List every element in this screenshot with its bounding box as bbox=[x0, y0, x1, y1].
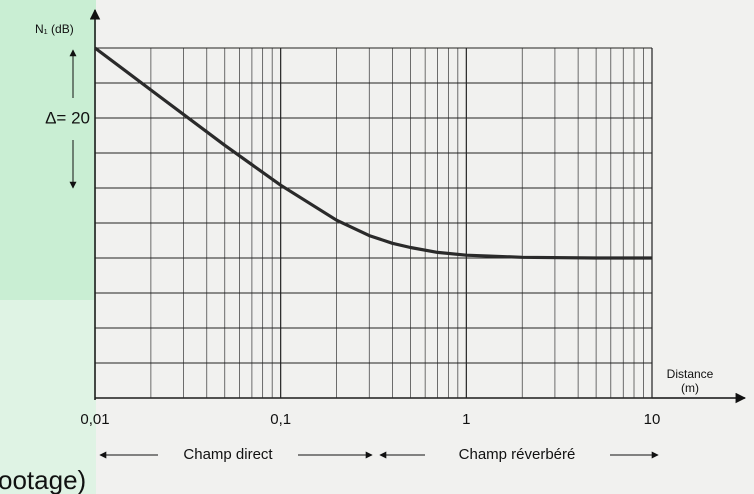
data-line bbox=[94, 46, 652, 260]
x-tick-label: 0,1 bbox=[270, 411, 291, 428]
background-strip bbox=[0, 0, 96, 300]
delta-label: Δ= 20 bbox=[45, 108, 90, 127]
caption: ootage) bbox=[0, 465, 86, 494]
range-label: Champ réverbéré bbox=[459, 446, 576, 463]
background-strip bbox=[0, 300, 96, 494]
x-tick-label: 1 bbox=[462, 411, 470, 428]
y-axis-label: N₁ (dB) bbox=[35, 22, 74, 36]
x-tick-label: 10 bbox=[644, 411, 661, 428]
x-tick-label: 0,01 bbox=[80, 411, 109, 428]
x-axis-label: Distance bbox=[667, 367, 714, 381]
range-label: Champ direct bbox=[183, 446, 273, 463]
x-axis-label: (m) bbox=[681, 381, 699, 395]
